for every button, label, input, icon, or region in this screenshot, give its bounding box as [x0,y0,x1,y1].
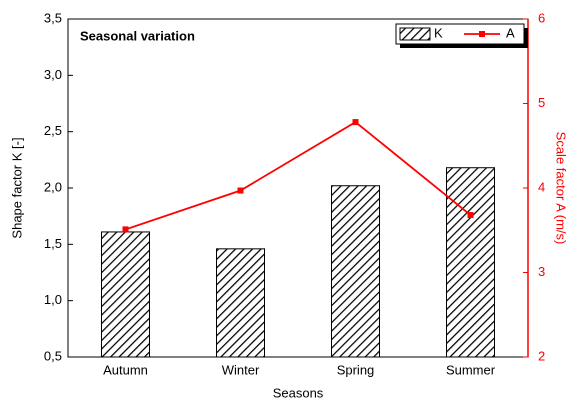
y-tick-label: 1,0 [44,292,62,307]
legend-label: K [434,25,443,40]
bar [331,185,380,358]
y2-tick-label: 2 [538,348,545,363]
annotation: Seasonal variation [80,28,195,43]
y-tick-label: 3,5 [44,10,62,25]
bar [101,231,150,358]
x-tick-label: Spring [337,362,375,377]
y2-tick-label: 3 [538,264,545,279]
point [352,119,359,126]
y-tick-label: 3,0 [44,67,62,82]
x-tick-label: Winter [222,362,260,377]
legend-label: A [506,25,515,40]
y-tick-label: 1,5 [44,236,62,251]
y-tick-label: 2,5 [44,123,62,138]
y-axis-label: Shape factor K [-] [9,137,24,238]
x-axis-label: Seasons [273,385,324,400]
point [467,212,474,219]
y-tick-label: 2,0 [44,179,62,194]
point [237,187,244,194]
y-tick-label: 0,5 [44,348,62,363]
y2-tick-label: 4 [538,179,545,194]
y2-tick-label: 6 [538,10,545,25]
point [122,226,129,233]
line [125,120,472,231]
y2-axis-label: Scale factor A (m/s) [554,132,569,245]
bar [216,248,265,358]
x-tick-label: Summer [446,362,496,377]
legend-marker [479,31,485,37]
legend-swatch [399,27,431,41]
x-tick-label: Autumn [103,362,148,377]
y2-tick-label: 5 [538,95,545,110]
bar [446,167,495,358]
